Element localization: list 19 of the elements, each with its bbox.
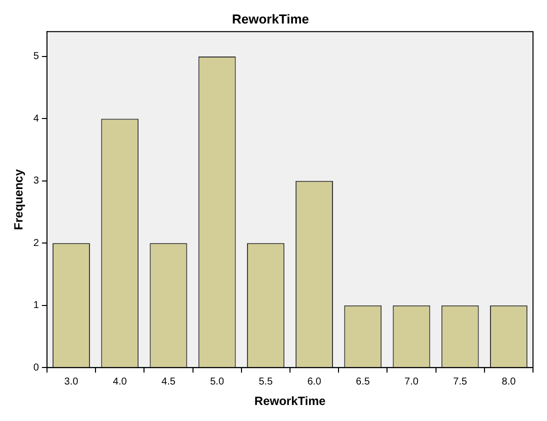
x-tick-label: 6.5: [356, 376, 370, 388]
x-tick-label: 7.0: [404, 376, 419, 388]
x-tick-label: 7.5: [453, 376, 468, 388]
x-tick-label: 5.0: [210, 376, 224, 388]
x-axis-title: ReworkTime: [254, 394, 326, 408]
x-tick-label: 3.0: [64, 376, 79, 388]
x-tick-label: 8.0: [502, 376, 516, 388]
y-tick-label: 5: [33, 51, 40, 62]
x-tick-label: 4.5: [162, 376, 176, 388]
y-tick-label: 2: [33, 238, 40, 249]
x-tick-label: 4.0: [112, 376, 128, 388]
x-tick-label: 6.0: [307, 376, 322, 388]
y-tick-label: 3: [33, 176, 40, 187]
y-tick-label: 4: [33, 113, 40, 124]
y-tick-label: 1: [33, 300, 40, 312]
chart-title: ReworkTime: [232, 11, 310, 26]
x-tick-label: 5.5: [258, 376, 274, 388]
y-axis-title: Frequency: [12, 168, 26, 230]
y-tick-label: 0: [33, 362, 40, 374]
